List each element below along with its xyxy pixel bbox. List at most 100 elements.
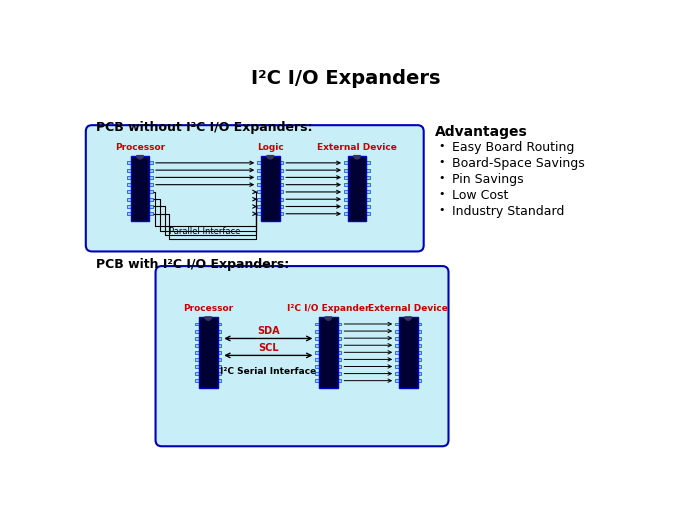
Bar	[395, 365, 399, 368]
Bar	[417, 365, 421, 368]
Bar	[218, 351, 221, 354]
Bar	[150, 169, 153, 172]
Bar	[218, 337, 221, 340]
Bar	[127, 177, 131, 179]
Bar	[417, 379, 421, 382]
Text: •: •	[438, 173, 445, 183]
Bar	[127, 162, 131, 165]
Bar	[257, 198, 261, 201]
Bar	[218, 323, 221, 326]
Bar	[338, 358, 342, 361]
FancyBboxPatch shape	[261, 156, 280, 222]
Bar	[395, 344, 399, 347]
Bar	[218, 344, 221, 347]
Text: External Device: External Device	[368, 304, 448, 313]
Bar	[280, 162, 283, 165]
Bar	[395, 358, 399, 361]
Bar	[195, 379, 199, 382]
Bar	[280, 184, 283, 187]
Bar	[280, 198, 283, 201]
Bar	[315, 323, 319, 326]
Bar	[344, 177, 348, 179]
Bar	[344, 184, 348, 187]
Bar	[218, 358, 221, 361]
Bar	[315, 379, 319, 382]
Bar	[417, 337, 421, 340]
Polygon shape	[137, 156, 144, 160]
Bar	[257, 213, 261, 216]
Text: Parallel Interface: Parallel Interface	[168, 226, 240, 235]
Bar	[280, 206, 283, 209]
Text: PCB with I²C I/O Expanders:: PCB with I²C I/O Expanders:	[96, 258, 289, 270]
Bar	[195, 372, 199, 375]
Bar	[367, 191, 370, 194]
Bar	[338, 330, 342, 333]
Bar	[150, 191, 153, 194]
FancyBboxPatch shape	[86, 126, 424, 252]
Bar	[338, 372, 342, 375]
Text: •: •	[438, 157, 445, 167]
Bar	[195, 323, 199, 326]
Polygon shape	[405, 317, 412, 321]
Bar	[195, 351, 199, 354]
Bar	[150, 162, 153, 165]
Bar	[367, 206, 370, 209]
Bar	[127, 213, 131, 216]
Polygon shape	[267, 156, 274, 160]
Bar	[417, 351, 421, 354]
Bar	[315, 337, 319, 340]
Bar	[195, 330, 199, 333]
Bar	[417, 344, 421, 347]
FancyBboxPatch shape	[131, 156, 150, 222]
Text: Board-Space Savings: Board-Space Savings	[452, 157, 584, 170]
Polygon shape	[205, 317, 212, 321]
Bar	[257, 177, 261, 179]
Bar	[367, 169, 370, 172]
Bar	[338, 351, 342, 354]
Text: External Device: External Device	[317, 143, 397, 152]
Text: I²C I/O Expander: I²C I/O Expander	[287, 304, 369, 313]
Text: •: •	[438, 140, 445, 150]
Bar	[367, 213, 370, 216]
Bar	[367, 198, 370, 201]
Bar	[417, 372, 421, 375]
Bar	[338, 337, 342, 340]
Polygon shape	[325, 317, 332, 321]
Bar	[367, 177, 370, 179]
Bar	[417, 358, 421, 361]
Bar	[315, 344, 319, 347]
Bar	[195, 358, 199, 361]
Bar	[150, 206, 153, 209]
Bar	[127, 198, 131, 201]
Bar	[257, 191, 261, 194]
Bar	[127, 191, 131, 194]
FancyBboxPatch shape	[156, 267, 448, 446]
Bar	[195, 337, 199, 340]
Text: I²C I/O Expanders: I²C I/O Expanders	[251, 69, 440, 88]
Bar	[367, 162, 370, 165]
Text: Pin Savings: Pin Savings	[452, 173, 523, 186]
Text: SDA: SDA	[257, 326, 280, 336]
FancyBboxPatch shape	[199, 317, 218, 388]
Text: I²C Serial Interface: I²C Serial Interface	[220, 367, 316, 375]
Bar	[195, 365, 199, 368]
Bar	[344, 162, 348, 165]
Bar	[150, 213, 153, 216]
Bar	[395, 351, 399, 354]
Bar	[257, 169, 261, 172]
Bar	[257, 162, 261, 165]
Text: Processor: Processor	[183, 304, 233, 313]
Bar	[150, 198, 153, 201]
Text: Processor: Processor	[115, 143, 165, 152]
Bar	[315, 372, 319, 375]
Bar	[367, 184, 370, 187]
Bar	[218, 379, 221, 382]
Text: •: •	[438, 205, 445, 215]
Bar	[315, 330, 319, 333]
Text: Logic: Logic	[257, 143, 284, 152]
Bar	[338, 323, 342, 326]
Bar	[218, 365, 221, 368]
Text: Industry Standard: Industry Standard	[452, 205, 564, 218]
Text: Easy Board Routing: Easy Board Routing	[452, 140, 574, 154]
Bar	[344, 191, 348, 194]
